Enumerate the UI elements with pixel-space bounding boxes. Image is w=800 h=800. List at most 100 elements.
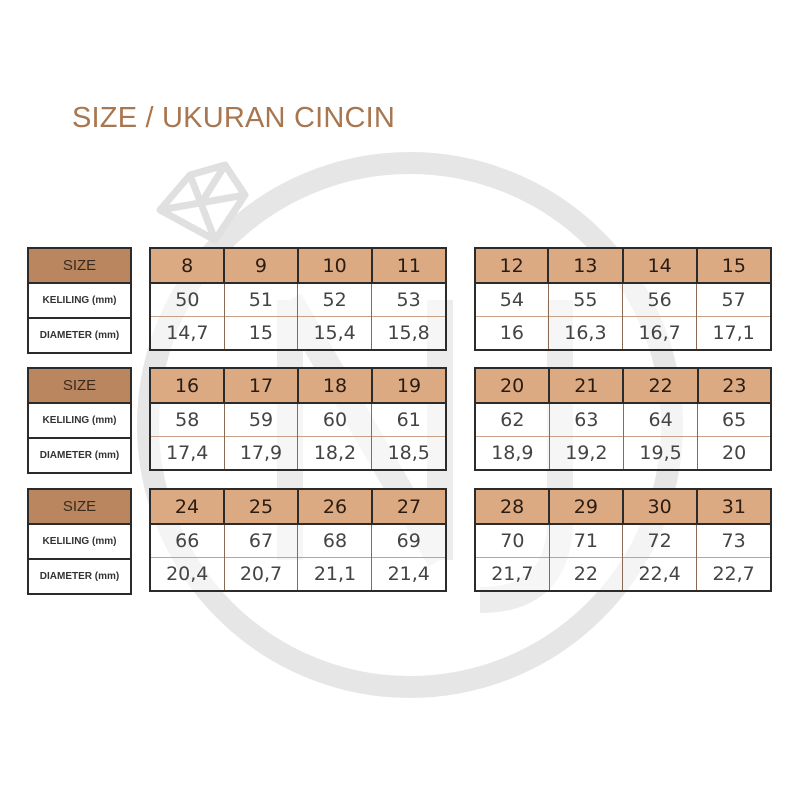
keliling-cell: 56 xyxy=(621,282,697,317)
label-row: KELILING (mm) xyxy=(28,282,131,318)
size-cell: 24 xyxy=(150,489,224,525)
label-table: SIZE KELILING (mm) DIAMETER (mm) xyxy=(27,247,132,354)
size-cell: 15 xyxy=(695,248,771,284)
keliling-label: KELILING (mm) xyxy=(28,282,131,318)
diameter-cell: 16,3 xyxy=(547,316,623,350)
diameter-label: DIAMETER (mm) xyxy=(28,437,131,473)
keliling-cell: 71 xyxy=(548,523,623,558)
keliling-cell: 52 xyxy=(296,282,372,317)
diameter-cell: 21,4 xyxy=(371,557,446,591)
size-label: SIZE xyxy=(28,368,131,403)
size-row: 28 29 30 31 xyxy=(475,489,771,525)
label-table: SIZE KELILING (mm) DIAMETER (mm) xyxy=(27,367,132,474)
size-label: SIZE xyxy=(28,248,131,283)
diameter-cell: 19,2 xyxy=(548,436,624,470)
keliling-row: 66 67 68 69 xyxy=(150,523,446,558)
diameter-row: 16 16,3 16,7 17,1 xyxy=(475,316,771,350)
diameter-row: 18,9 19,2 19,5 20 xyxy=(475,436,771,470)
diameter-row: 20,4 20,7 21,1 21,4 xyxy=(150,557,446,591)
diameter-cell: 15,4 xyxy=(296,316,372,350)
diameter-row: 17,4 17,9 18,2 18,5 xyxy=(150,436,446,470)
keliling-cell: 69 xyxy=(371,523,446,558)
diameter-label: DIAMETER (mm) xyxy=(28,317,131,353)
keliling-cell: 68 xyxy=(297,523,372,558)
label-row: DIAMETER (mm) xyxy=(28,437,131,473)
diameter-cell: 17,9 xyxy=(223,436,298,470)
size-table: 20 21 22 23 62 63 64 65 18,9 19,2 19,5 20 xyxy=(474,367,772,471)
size-cell: 16 xyxy=(150,368,224,404)
diameter-cell: 22,7 xyxy=(696,557,771,591)
keliling-cell: 70 xyxy=(475,523,550,558)
label-row: SIZE xyxy=(28,248,131,283)
diameter-label: DIAMETER (mm) xyxy=(28,558,131,594)
size-table: 8 9 10 11 50 51 52 53 14,7 15 15,4 15,8 xyxy=(149,247,447,351)
keliling-label: KELILING (mm) xyxy=(28,523,131,559)
size-cell: 12 xyxy=(475,248,549,284)
keliling-cell: 53 xyxy=(371,282,446,317)
size-row: 8 9 10 11 xyxy=(150,248,446,284)
diameter-cell: 21,1 xyxy=(297,557,372,591)
size-cell: 13 xyxy=(547,248,623,284)
size-row: 16 17 18 19 xyxy=(150,368,446,404)
size-cell: 31 xyxy=(695,489,771,525)
diameter-cell: 17,1 xyxy=(696,316,771,350)
diameter-cell: 22 xyxy=(548,557,623,591)
size-cell: 21 xyxy=(548,368,624,404)
label-table: SIZE KELILING (mm) DIAMETER (mm) xyxy=(27,488,132,595)
keliling-cell: 72 xyxy=(622,523,697,558)
diameter-cell: 21,7 xyxy=(475,557,550,591)
label-row: DIAMETER (mm) xyxy=(28,558,131,594)
diameter-cell: 16 xyxy=(475,316,549,350)
diameter-row: 14,7 15 15,4 15,8 xyxy=(150,316,446,350)
size-cell: 19 xyxy=(370,368,446,404)
keliling-cell: 73 xyxy=(696,523,771,558)
diameter-cell: 15,8 xyxy=(371,316,446,350)
size-table: 24 25 26 27 66 67 68 69 20,4 20,7 21,1 21,4 xyxy=(149,488,447,592)
keliling-cell: 54 xyxy=(475,282,549,317)
diameter-cell: 18,2 xyxy=(297,436,372,470)
size-row: 12 13 14 15 xyxy=(475,248,771,284)
size-cell: 18 xyxy=(296,368,372,404)
size-cell: 11 xyxy=(370,248,446,284)
size-cell: 20 xyxy=(475,368,550,404)
keliling-cell: 60 xyxy=(297,402,372,437)
keliling-cell: 51 xyxy=(223,282,298,317)
keliling-row: 70 71 72 73 xyxy=(475,523,771,558)
diameter-cell: 15 xyxy=(223,316,298,350)
size-cell: 28 xyxy=(475,489,550,525)
size-table: 16 17 18 19 58 59 60 61 17,4 17,9 18,2 18,5 xyxy=(149,367,447,471)
diameter-cell: 18,9 xyxy=(475,436,550,470)
size-cell: 10 xyxy=(296,248,372,284)
keliling-cell: 64 xyxy=(622,402,698,437)
diameter-cell: 16,7 xyxy=(621,316,697,350)
keliling-row: 50 51 52 53 xyxy=(150,282,446,317)
keliling-label: KELILING (mm) xyxy=(28,402,131,438)
size-cell: 29 xyxy=(548,489,623,525)
label-row: SIZE xyxy=(28,368,131,403)
label-row: KELILING (mm) xyxy=(28,523,131,559)
label-row: KELILING (mm) xyxy=(28,402,131,438)
keliling-cell: 59 xyxy=(223,402,298,437)
size-cell: 22 xyxy=(622,368,698,404)
keliling-cell: 57 xyxy=(696,282,771,317)
keliling-row: 54 55 56 57 xyxy=(475,282,771,317)
size-cell: 27 xyxy=(370,489,446,525)
keliling-cell: 65 xyxy=(697,402,771,437)
diameter-cell: 14,7 xyxy=(150,316,225,350)
size-cell: 23 xyxy=(696,368,771,404)
size-table: 12 13 14 15 54 55 56 57 16 16,3 16,7 17,1 xyxy=(474,247,772,351)
diameter-cell: 22,4 xyxy=(622,557,697,591)
label-row: DIAMETER (mm) xyxy=(28,317,131,353)
size-cell: 25 xyxy=(223,489,298,525)
size-cell: 9 xyxy=(223,248,298,284)
diameter-cell: 20 xyxy=(697,436,771,470)
size-table: 28 29 30 31 70 71 72 73 21,7 22 22,4 22,7 xyxy=(474,488,772,592)
keliling-cell: 66 xyxy=(150,523,224,558)
size-row: 24 25 26 27 xyxy=(150,489,446,525)
label-row: SIZE xyxy=(28,489,131,524)
keliling-cell: 55 xyxy=(547,282,623,317)
diameter-cell: 19,5 xyxy=(622,436,698,470)
keliling-cell: 50 xyxy=(150,282,225,317)
diameter-cell: 18,5 xyxy=(371,436,446,470)
